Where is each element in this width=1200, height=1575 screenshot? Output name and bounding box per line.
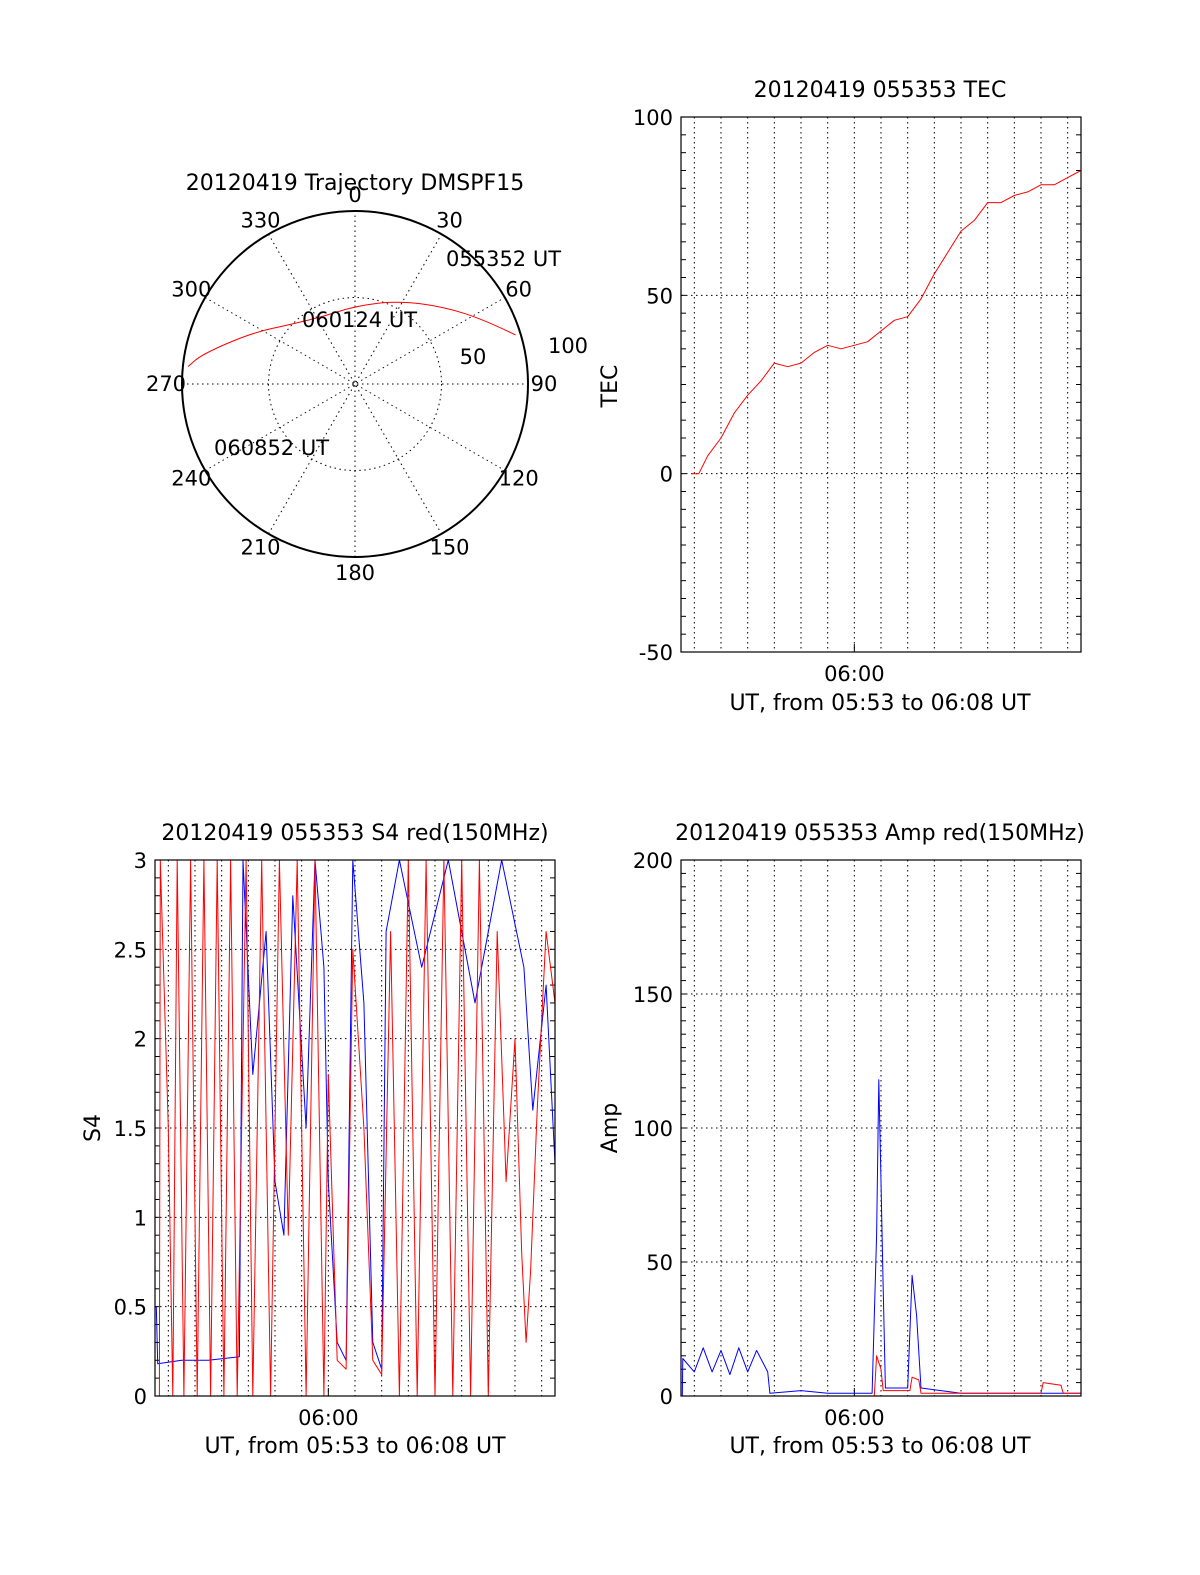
s4-ytick-label: 1.5 [114, 1117, 147, 1141]
amp-ytick-label: 200 [633, 849, 673, 873]
s4-xtick-label: 06:00 [298, 1406, 359, 1430]
tec-ytick-label: 50 [646, 284, 673, 308]
amp-series-1-line [681, 1079, 1081, 1397]
s4-ytick-label: 3 [134, 849, 147, 873]
polar-angle-label: 0 [348, 183, 361, 207]
polar-grid-spoke [268, 233, 442, 535]
s4-series-2-line [158, 859, 556, 1397]
amp-xlabel: UT, from 05:53 to 06:08 UT [729, 1434, 1031, 1459]
tec-title: 20120419 055353 TEC [754, 78, 1007, 103]
s4-grid [155, 859, 555, 1397]
amp-ytick-label: 50 [646, 1251, 673, 1275]
trajectory-start-label: 055352 UT [446, 247, 561, 271]
amp-xtick-label: 06:00 [824, 1406, 885, 1430]
polar-angle-labels: 0 30 60 90 120 150 180 210 240 270 300 330 [146, 183, 557, 585]
tec-xlabel: UT, from 05:53 to 06:08 UT [729, 691, 1031, 716]
polar-angle-label: 60 [505, 278, 532, 302]
tec-plot-frame [680, 116, 1082, 653]
polar-grid-spoke [268, 233, 442, 535]
tec-xtick-label: 06:00 [824, 662, 885, 686]
polar-angle-label: 240 [171, 467, 211, 491]
amp-plot-frame [680, 859, 1082, 1397]
s4-ytick-label: 1 [134, 1206, 147, 1230]
trajectory-line [187, 301, 516, 367]
polar-angle-label: 30 [436, 208, 463, 232]
amp-grid [681, 859, 1081, 1397]
s4-title: 20120419 055353 S4 red(150MHz) [161, 821, 548, 846]
tec-series-1-line [691, 170, 1082, 475]
polar-grid [182, 211, 528, 557]
amp-ytick-label: 0 [660, 1385, 673, 1409]
amp-ylabel: Amp [598, 1103, 623, 1153]
s4-ylabel: S4 [81, 1114, 106, 1142]
tec-ytick-label: 100 [633, 106, 673, 130]
s4-plot-frame [154, 859, 556, 1397]
s4-xlabel: UT, from 05:53 to 06:08 UT [204, 1434, 506, 1459]
polar-angle-label: 120 [499, 467, 539, 491]
s4-ytick-label: 0 [134, 1385, 147, 1409]
trajectory-polar-plot: 20120419 Trajectory DMSPF15 0 30 60 90 120 15… [146, 171, 588, 585]
amp-ytick-label: 150 [633, 983, 673, 1007]
polar-angle-label: 180 [335, 561, 375, 585]
s4-plot: 20120419 055353 S4 red(150MHz) S4 UT, fr… [81, 821, 556, 1459]
polar-title: 20120419 Trajectory DMSPF15 [186, 171, 524, 196]
tec-ytick-label: -50 [639, 641, 673, 665]
radial-tick-label: 100 [548, 334, 588, 358]
s4-ytick-label: 2.5 [114, 938, 147, 962]
tec-ytick-label: 0 [660, 463, 673, 487]
polar-angle-label: 330 [240, 208, 280, 232]
amp-plot: 20120419 055353 Amp red(150MHz) Amp UT, … [598, 821, 1085, 1459]
polar-angle-label: 210 [240, 536, 280, 560]
amp-title: 20120419 055353 Amp red(150MHz) [675, 821, 1085, 846]
trajectory-end-label: 060852 UT [214, 436, 329, 460]
polar-angle-label: 270 [146, 372, 186, 396]
tec-ylabel: TEC [598, 365, 623, 409]
radial-tick-label: 50 [460, 345, 487, 369]
trajectory-mid-label: 060124 UT [302, 308, 417, 332]
polar-outer-ring [181, 210, 529, 558]
polar-angle-label: 150 [429, 536, 469, 560]
tec-grid [681, 116, 1081, 653]
amp-ytick-label: 100 [633, 1117, 673, 1141]
s4-ytick-label: 2 [134, 1028, 147, 1052]
polar-angle-label: 90 [531, 372, 558, 396]
s4-ytick-label: 0.5 [114, 1296, 147, 1320]
tec-plot: 20120419 055353 TEC TEC UT, from 05:53 t… [598, 78, 1082, 716]
polar-angle-label: 300 [171, 278, 211, 302]
amp-series-2-line [682, 1355, 1081, 1397]
